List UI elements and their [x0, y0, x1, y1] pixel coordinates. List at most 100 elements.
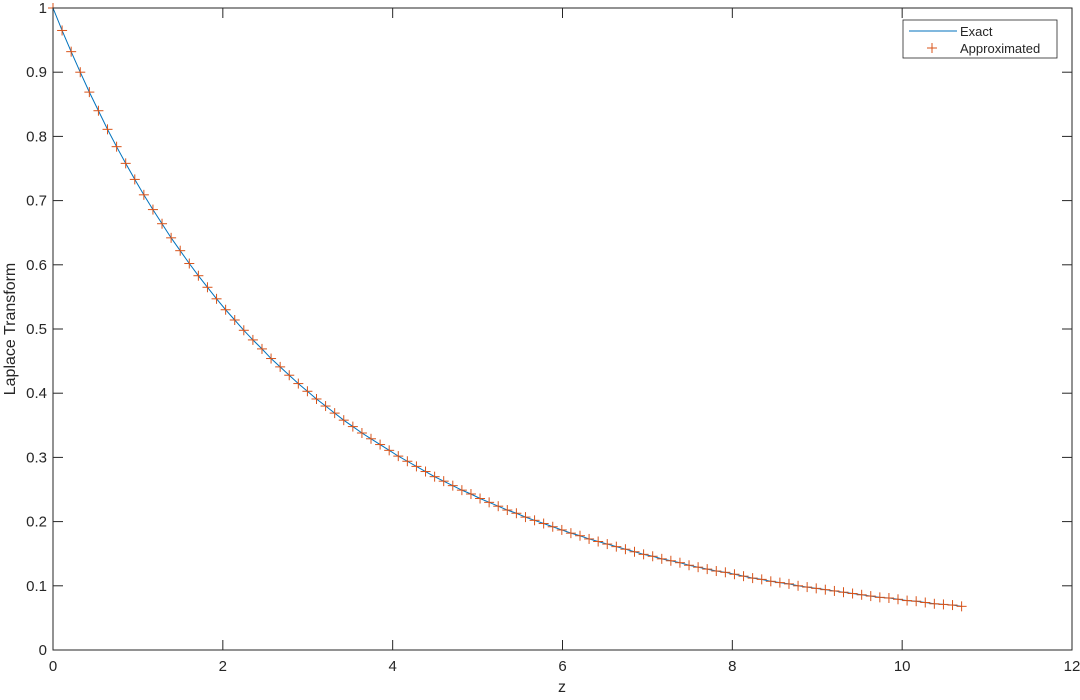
approximated-point: [329, 408, 340, 419]
approximated-point: [429, 471, 440, 482]
series-line-exact: [52, 7, 962, 607]
approximated-point: [538, 518, 549, 529]
y-tick-label: 0.1: [26, 578, 47, 595]
plot-marks: [48, 3, 967, 612]
approximated-point: [902, 595, 913, 606]
approximated-point: [956, 601, 967, 612]
approximated-point: [565, 528, 576, 539]
approximated-point: [493, 501, 504, 512]
approximated-point: [747, 573, 758, 584]
approximated-point: [120, 158, 131, 169]
approximated-point: [920, 597, 931, 608]
y-tick-label: 1: [39, 0, 47, 17]
approximated-point: [529, 515, 540, 526]
approximated-point: [702, 564, 713, 575]
approximated-point: [547, 521, 558, 532]
y-tick-label: 0.5: [26, 321, 47, 338]
approximated-point: [774, 577, 785, 588]
approximated-point: [856, 589, 867, 600]
approximated-point: [275, 361, 286, 372]
approximated-point: [411, 461, 422, 472]
y-tick-label: 0: [39, 642, 47, 659]
approximated-point: [883, 592, 894, 603]
approximated-point: [111, 141, 122, 152]
legend-approximated-swatch: [927, 43, 937, 53]
x-tick-label: 12: [1064, 658, 1080, 675]
legend-exact-label: Exact: [960, 24, 993, 39]
approximated-point: [765, 576, 776, 587]
x-tick-label: 10: [894, 658, 911, 675]
approximated-point: [456, 485, 467, 496]
approximated-point: [674, 557, 685, 568]
approximated-point: [93, 105, 104, 116]
approximated-point: [447, 480, 458, 491]
approximated-point: [720, 567, 731, 578]
approximated-point: [811, 583, 822, 594]
approximated-point: [266, 353, 277, 364]
approximated-point: [175, 245, 186, 256]
approximated-point: [502, 505, 513, 516]
approximated-point: [611, 541, 622, 552]
approximated-point: [138, 189, 149, 200]
approximated-point: [793, 580, 804, 591]
approximated-point: [247, 334, 258, 345]
approximated-point: [302, 386, 313, 397]
approximated-point: [238, 325, 249, 336]
approximated-point: [820, 584, 831, 595]
x-tick-label: 6: [558, 658, 566, 675]
approximated-point: [874, 592, 885, 603]
approximated-point: [711, 566, 722, 577]
approximated-point: [229, 315, 240, 326]
y-tick-label: 0.8: [26, 128, 47, 145]
approximated-point: [366, 433, 377, 444]
approximated-point: [684, 560, 695, 571]
approximated-point: [356, 428, 367, 439]
y-tick-label: 0.9: [26, 64, 47, 81]
y-tick-label: 0.2: [26, 514, 47, 531]
x-tick-label: 0: [49, 658, 57, 675]
approximated-point: [402, 456, 413, 467]
approximated-point: [584, 533, 595, 544]
approximated-point: [656, 553, 667, 564]
approximated-point: [629, 546, 640, 557]
y-tick-label: 0.3: [26, 449, 47, 466]
approximated-point: [475, 493, 486, 504]
approximated-point: [556, 524, 567, 535]
approximated-point: [847, 588, 858, 599]
approximated-point: [338, 415, 349, 426]
approximated-point: [75, 67, 86, 78]
approximated-point: [947, 600, 958, 611]
approximated-point: [738, 571, 749, 582]
approximated-point: [157, 218, 168, 229]
approximated-point: [320, 401, 331, 412]
approximated-point: [783, 578, 794, 589]
legend: Exact Approximated: [902, 19, 1058, 59]
approximated-point: [620, 544, 631, 555]
x-axis-label: z: [558, 679, 566, 695]
approximated-point: [602, 539, 613, 550]
approximated-point: [893, 594, 904, 605]
plot-box: [52, 7, 1073, 651]
approximated-point: [347, 421, 358, 432]
approximated-point: [665, 555, 676, 566]
approximated-point: [311, 393, 322, 404]
approximated-point: [911, 596, 922, 607]
approximated-point: [202, 282, 213, 293]
approximated-point: [129, 174, 140, 185]
y-tick-label: 0.6: [26, 257, 47, 274]
approximated-point: [384, 445, 395, 456]
approximated-point: [829, 585, 840, 596]
approximated-point: [147, 204, 158, 215]
approximated-point: [193, 270, 204, 281]
approximated-point: [393, 451, 404, 462]
approximated-point: [102, 124, 113, 135]
x-tick-label: 2: [219, 658, 227, 675]
y-tick-label: 0.4: [26, 385, 47, 402]
approximated-point: [593, 536, 604, 547]
approximated-point: [220, 304, 231, 315]
approximated-point: [520, 512, 531, 523]
approximated-point: [638, 549, 649, 560]
approximated-point: [865, 591, 876, 602]
approximated-point: [729, 569, 740, 580]
